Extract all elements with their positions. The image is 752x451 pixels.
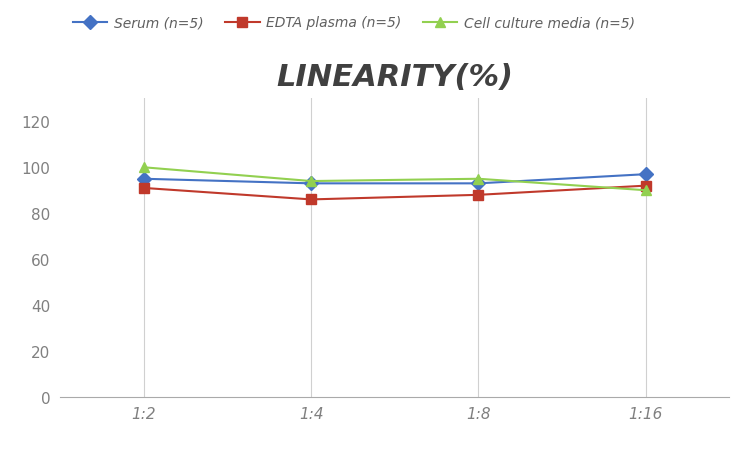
Serum (n=5) (139, 177, 148, 182)
Serum (n=5) (474, 181, 483, 187)
Title: LINEARITY(%): LINEARITY(%) (276, 62, 514, 92)
EDTA plasma (n=5) (474, 193, 483, 198)
EDTA plasma (n=5) (641, 184, 650, 189)
Line: Serum (n=5): Serum (n=5) (139, 170, 650, 189)
Cell culture media (n=5) (474, 177, 483, 182)
EDTA plasma (n=5) (307, 197, 316, 202)
Cell culture media (n=5) (641, 188, 650, 193)
Cell culture media (n=5) (139, 165, 148, 170)
Line: Cell culture media (n=5): Cell culture media (n=5) (139, 163, 650, 196)
Serum (n=5) (641, 172, 650, 178)
Cell culture media (n=5) (307, 179, 316, 184)
Serum (n=5) (307, 181, 316, 187)
Line: EDTA plasma (n=5): EDTA plasma (n=5) (139, 181, 650, 205)
EDTA plasma (n=5) (139, 186, 148, 191)
Legend: Serum (n=5), EDTA plasma (n=5), Cell culture media (n=5): Serum (n=5), EDTA plasma (n=5), Cell cul… (67, 11, 641, 36)
